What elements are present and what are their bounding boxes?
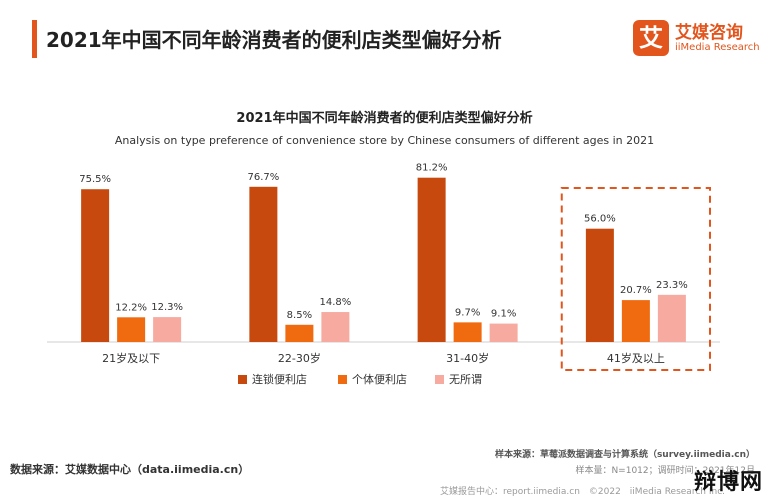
chart-subtitle: Analysis on type preference of convenien… <box>114 134 655 147</box>
header: 2021年中国不同年龄消费者的便利店类型偏好分析 艾 艾媒咨询 iiMedia … <box>0 0 769 72</box>
category-label-0: 21岁及以下 <box>102 351 160 365</box>
bar-3-1 <box>621 300 650 342</box>
category-label-2: 31-40岁 <box>446 351 489 365</box>
data-label-2-0: 81.2% <box>416 163 448 174</box>
data-label-1-1: 8.5% <box>287 310 312 321</box>
legend-swatch-0 <box>238 375 247 384</box>
bar-1-1 <box>285 324 314 342</box>
legend-swatch-1 <box>338 375 347 384</box>
data-source: 数据来源：艾媒数据中心（data.iimedia.cn） <box>10 463 250 476</box>
report-center-line: 艾媒报告中心：report.iimedia.cn ©2022 iiMedia R… <box>440 487 726 497</box>
data-label-2-1: 9.7% <box>455 307 480 318</box>
data-label-0-1: 12.2% <box>115 302 147 313</box>
data-label-1-0: 76.7% <box>247 172 279 183</box>
bar-0-1 <box>117 317 146 342</box>
bar-0-2 <box>153 317 182 342</box>
bar-0-0 <box>81 189 110 342</box>
sample-info: 样本量：N=1012；调研时间：2021年12月 <box>575 466 755 476</box>
logo-cn-text: 艾媒咨询 <box>675 23 743 43</box>
legend-label-1: 个体便利店 <box>352 372 407 386</box>
category-label-3: 41岁及以上 <box>607 351 665 365</box>
data-label-0-0: 75.5% <box>79 174 111 185</box>
category-label-1: 22-30岁 <box>278 351 321 365</box>
data-label-2-2: 9.1% <box>491 309 516 320</box>
chart-title: 2021年中国不同年龄消费者的便利店类型偏好分析 <box>236 111 533 126</box>
bar-2-1 <box>453 322 482 342</box>
data-label-3-2: 23.3% <box>656 280 688 291</box>
bar-3-0 <box>585 228 614 342</box>
page-title: 2021年中国不同年龄消费者的便利店类型偏好分析 <box>46 28 502 52</box>
iimedia-logo: 艾 艾媒咨询 iiMedia Research <box>633 18 763 60</box>
highlight-box <box>560 187 711 371</box>
bar-1-0 <box>249 186 278 342</box>
legend-label-0: 连锁便利店 <box>252 372 307 386</box>
sample-source: 样本来源：草莓派数据调查与计算系统（survey.iimedia.cn） <box>494 450 755 460</box>
logo-mark-icon: 艾 <box>633 20 669 56</box>
site-watermark: 辩博网 <box>693 470 763 495</box>
bar-2-0 <box>417 177 446 342</box>
data-label-0-2: 12.3% <box>151 302 183 313</box>
legend-label-2: 无所谓 <box>449 373 482 386</box>
data-label-1-2: 14.8% <box>319 297 351 308</box>
legend-swatch-2 <box>435 375 444 384</box>
logo-en-text: iiMedia Research <box>675 42 760 53</box>
data-label-3-1: 20.7% <box>620 285 652 296</box>
data-label-3-0: 56.0% <box>584 214 616 225</box>
bar-2-2 <box>489 323 518 342</box>
title-accent-bar <box>32 20 37 58</box>
bar-3-2 <box>657 294 686 342</box>
bar-1-2 <box>321 312 350 342</box>
